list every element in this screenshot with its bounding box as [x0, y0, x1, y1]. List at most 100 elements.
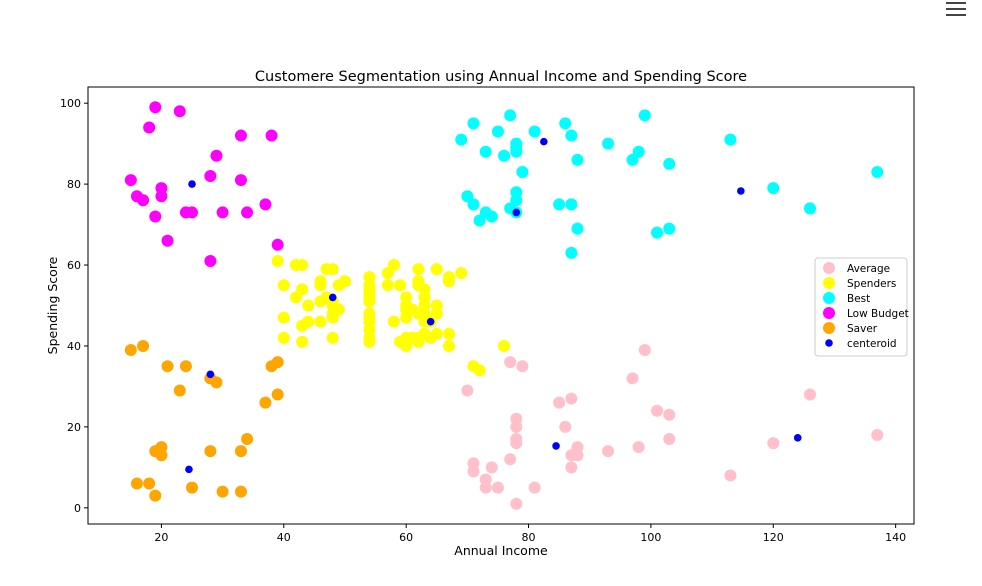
point-low-budget	[186, 206, 199, 219]
x-tick-label: 20	[154, 531, 168, 544]
point-best	[479, 145, 492, 158]
point-centeroid	[737, 187, 745, 195]
point-best	[528, 125, 541, 138]
legend-marker-spenders	[823, 277, 835, 289]
point-spenders	[473, 364, 486, 377]
point-spenders	[442, 275, 455, 288]
point-saver	[271, 356, 284, 369]
point-low-budget	[216, 206, 229, 219]
point-best	[571, 222, 584, 235]
legend-label-best: Best	[847, 293, 870, 305]
x-tick-label: 140	[885, 531, 906, 544]
point-low-budget	[204, 254, 217, 267]
legend-label-saver: Saver	[847, 323, 878, 335]
point-spenders	[412, 263, 425, 276]
point-low-budget	[161, 234, 174, 247]
point-saver	[259, 396, 272, 409]
legend-marker-average	[823, 262, 835, 274]
hamburger-menu-icon[interactable]	[940, 0, 970, 24]
point-best	[803, 202, 816, 215]
point-spenders	[418, 283, 431, 296]
legend-marker-saver	[823, 322, 835, 334]
point-average	[479, 473, 492, 486]
point-average	[559, 420, 572, 433]
point-low-budget	[271, 238, 284, 251]
point-best	[651, 226, 664, 239]
point-average	[663, 408, 676, 421]
point-spenders	[442, 339, 455, 352]
point-low-budget	[234, 129, 247, 142]
point-spenders	[455, 267, 468, 280]
point-saver	[204, 445, 217, 458]
point-best	[565, 246, 578, 259]
point-low-budget	[265, 129, 278, 142]
point-average	[767, 437, 780, 450]
y-axis-label: Spending Score	[45, 256, 60, 354]
point-saver	[161, 360, 174, 373]
point-average	[510, 437, 523, 450]
x-tick-label: 60	[399, 531, 413, 544]
point-saver	[234, 485, 247, 498]
y-tick-label: 100	[60, 97, 81, 110]
point-spenders	[296, 335, 309, 348]
point-saver	[149, 489, 162, 502]
point-low-budget	[234, 174, 247, 187]
legend-marker-low-budget	[823, 307, 835, 319]
point-best	[632, 145, 645, 158]
plot-area	[87, 86, 915, 525]
point-average	[638, 344, 651, 357]
y-tick-label: 20	[67, 421, 81, 434]
point-spenders	[338, 275, 351, 288]
point-best	[602, 137, 615, 150]
point-spenders	[296, 259, 309, 272]
legend-label-average: Average	[847, 263, 890, 275]
legend-label-low-budget: Low Budget	[847, 308, 909, 320]
point-spenders	[277, 331, 290, 344]
point-low-budget	[210, 149, 223, 162]
point-low-budget	[155, 182, 168, 195]
legend-label-spenders: Spenders	[847, 278, 896, 290]
x-tick-label: 100	[640, 531, 661, 544]
point-saver	[234, 445, 247, 458]
point-average	[571, 441, 584, 454]
point-low-budget	[204, 170, 217, 183]
point-spenders	[363, 335, 376, 348]
point-spenders	[326, 331, 339, 344]
legend-marker-best	[823, 292, 835, 304]
point-average	[485, 461, 498, 474]
point-spenders	[277, 279, 290, 292]
point-low-budget	[241, 206, 254, 219]
point-average	[504, 453, 517, 466]
point-centeroid	[426, 317, 435, 326]
point-spenders	[430, 299, 443, 312]
point-saver	[186, 481, 199, 494]
point-average	[467, 465, 480, 478]
point-average	[602, 445, 615, 458]
point-average	[663, 433, 676, 446]
point-average	[565, 461, 578, 474]
point-best	[663, 222, 676, 235]
x-axis: 20 40 60 80 100 120 140	[154, 524, 906, 544]
point-spenders	[387, 259, 400, 272]
point-centeroid	[188, 180, 196, 188]
legend: Average Spenders Best Low Budget Saver center…	[814, 257, 909, 357]
point-best	[491, 125, 504, 138]
point-centeroid	[793, 434, 802, 442]
point-average	[632, 441, 645, 454]
point-best	[767, 182, 780, 195]
point-spenders	[442, 327, 455, 340]
point-best	[553, 198, 566, 211]
point-best	[516, 165, 529, 178]
point-best	[467, 198, 480, 211]
point-low-budget	[143, 121, 156, 134]
point-spenders	[332, 303, 345, 316]
point-best	[455, 133, 468, 146]
point-spenders	[381, 279, 394, 292]
point-low-budget	[137, 194, 150, 207]
y-tick-label: 60	[67, 259, 81, 272]
point-low-budget	[149, 101, 162, 114]
point-best	[724, 133, 737, 146]
legend-box	[814, 257, 908, 357]
point-saver	[124, 344, 137, 357]
point-average	[504, 356, 517, 369]
